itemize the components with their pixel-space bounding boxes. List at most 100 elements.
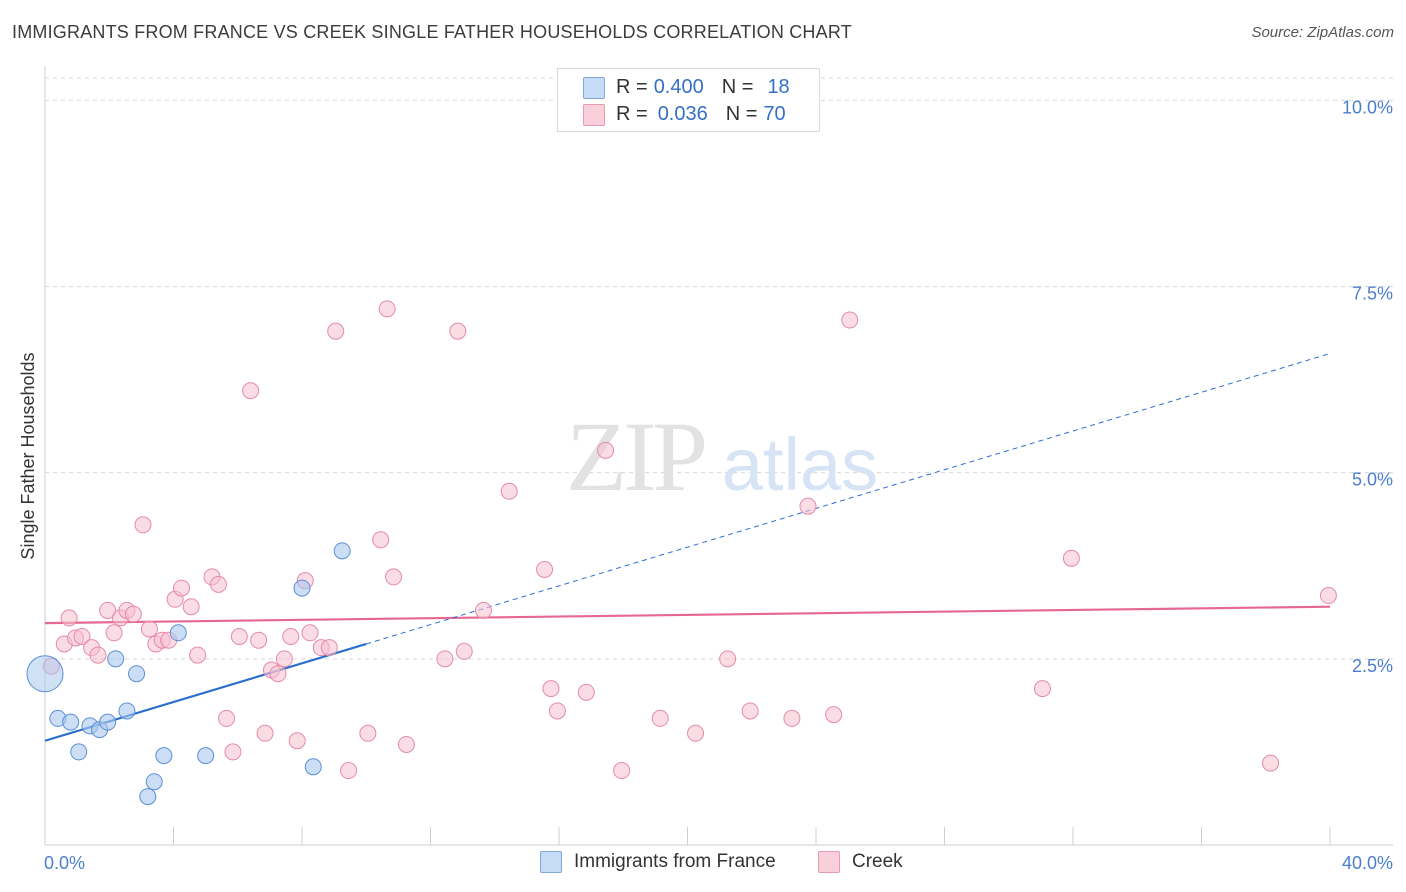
watermark: ZIP atlas xyxy=(566,401,878,512)
bottom-legend-swatch-creek xyxy=(818,851,840,873)
creek-point xyxy=(436,650,454,668)
legend-r-label: R = xyxy=(616,75,648,98)
bottom-legend-creek: Creek xyxy=(818,851,903,873)
france-point xyxy=(293,579,311,597)
legend-row-france: R = 0.400 N = 18 xyxy=(583,74,790,100)
france-point xyxy=(107,650,125,668)
creek-point xyxy=(256,724,274,742)
creek-point xyxy=(449,322,467,340)
creek-point xyxy=(455,642,473,660)
legend-row-creek: R = 0.036 N = 70 xyxy=(583,101,786,127)
creek-point xyxy=(89,646,107,664)
creek-point xyxy=(577,683,595,701)
creek-point xyxy=(687,724,705,742)
creek-trend-line xyxy=(44,605,1331,625)
x-tick-label-max: 40.0% xyxy=(1342,853,1393,873)
creek-point xyxy=(542,680,560,698)
creek-point xyxy=(269,665,287,683)
france-point xyxy=(70,743,88,761)
y-tick-label: 2.5% xyxy=(1352,656,1393,676)
bottom-legend-swatch-france xyxy=(540,851,562,873)
creek-point xyxy=(242,382,260,400)
creek-point xyxy=(173,579,191,597)
france-point xyxy=(128,665,146,683)
creek-point xyxy=(73,627,91,645)
creek-point xyxy=(1319,587,1337,605)
creek-point xyxy=(320,639,338,657)
creek-point xyxy=(825,706,843,724)
creek-point xyxy=(536,560,554,578)
creek-point xyxy=(1033,680,1051,698)
france-point xyxy=(333,542,351,560)
creek-point xyxy=(397,735,415,753)
legend-swatch-creek xyxy=(583,104,605,126)
legend-n-label: N = xyxy=(725,102,758,125)
creek-point xyxy=(124,605,142,623)
creek-point xyxy=(651,709,669,727)
creek-point xyxy=(799,497,817,515)
legend-swatch-france xyxy=(583,77,605,99)
creek-point xyxy=(597,441,615,459)
france-point xyxy=(304,758,322,776)
creek-point xyxy=(327,322,345,340)
creek-point xyxy=(182,598,200,616)
creek-point xyxy=(99,601,117,619)
france-point xyxy=(118,702,136,720)
creek-point xyxy=(250,631,268,649)
france-point xyxy=(169,624,187,642)
watermark-atlas: atlas xyxy=(722,423,878,506)
y-tick-label: 7.5% xyxy=(1352,284,1393,304)
creek-point xyxy=(105,624,123,642)
legend-r-label: R = xyxy=(616,102,648,125)
correlation-legend: R = 0.400 N = 18 R = 0.036 N = 70 xyxy=(557,68,820,132)
legend-n-label: N = xyxy=(721,75,754,98)
creek-point xyxy=(209,575,227,593)
bottom-legend-label-creek: Creek xyxy=(852,851,903,872)
watermark-zip: ZIP xyxy=(566,401,704,512)
legend-r-value: 0.036 xyxy=(657,102,708,125)
france-trend-projection xyxy=(366,353,1331,645)
france-point xyxy=(197,747,215,765)
creek-point xyxy=(613,762,631,780)
bottom-legend-france: Immigrants from France xyxy=(540,851,776,873)
creek-point xyxy=(340,762,358,780)
legend-r-value: 0.400 xyxy=(653,75,704,98)
creek-point xyxy=(359,724,377,742)
france-large-point xyxy=(26,655,64,693)
creek-point xyxy=(275,650,293,668)
grid-layer xyxy=(45,77,1393,660)
france-point xyxy=(62,713,80,731)
france-point xyxy=(155,747,173,765)
creek-point xyxy=(378,300,396,318)
legend-n-value: 18 xyxy=(767,75,790,98)
creek-point xyxy=(140,620,158,638)
y-axis-label: Single Father Households xyxy=(18,352,38,559)
axis-layer: 2.5% 5.0% 7.5% 10.0% xyxy=(44,66,1393,846)
creek-point xyxy=(224,743,242,761)
x-tick-label-min: 0.0% xyxy=(44,853,85,873)
creek-point xyxy=(134,516,152,534)
chart-title: IMMIGRANTS FROM FRANCE VS CREEK SINGLE F… xyxy=(12,22,852,42)
y-tick-label: 10.0% xyxy=(1342,97,1393,117)
y-tick-label: 5.0% xyxy=(1352,470,1393,490)
creek-point xyxy=(385,568,403,586)
creek-point xyxy=(783,709,801,727)
legend-n-value: 70 xyxy=(763,102,786,125)
creek-point xyxy=(218,709,236,727)
creek-point xyxy=(282,627,300,645)
france-point xyxy=(139,788,157,806)
creek-point xyxy=(719,650,737,668)
creek-point xyxy=(301,624,319,642)
creek-point xyxy=(230,627,248,645)
points-layer xyxy=(26,300,1337,806)
creek-point xyxy=(741,702,759,720)
creek-point xyxy=(1262,754,1280,772)
creek-point xyxy=(475,601,493,619)
creek-point xyxy=(189,646,207,664)
creek-point xyxy=(1062,549,1080,567)
creek-point xyxy=(841,311,859,329)
creek-point xyxy=(548,702,566,720)
france-point xyxy=(99,713,117,731)
creek-point xyxy=(500,482,518,500)
